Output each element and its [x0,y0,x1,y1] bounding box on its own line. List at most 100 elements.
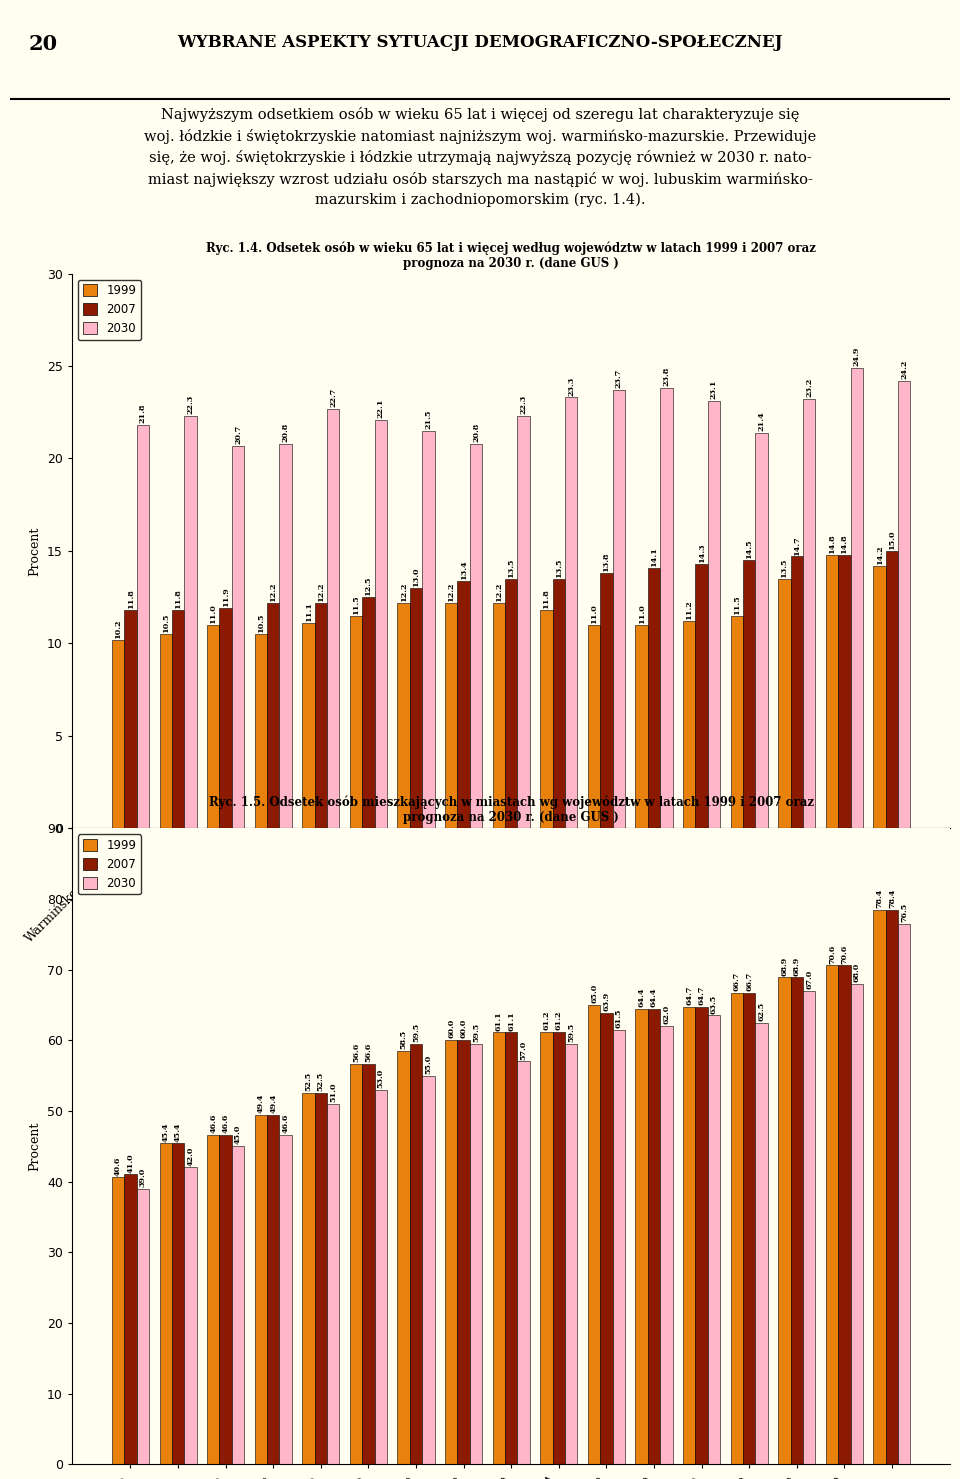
Text: 11.0: 11.0 [590,603,598,623]
Text: 39.0: 39.0 [139,1167,147,1186]
Bar [826,966,838,1464]
Bar [302,623,315,828]
Text: 53.0: 53.0 [377,1069,385,1089]
Text: 11.2: 11.2 [685,599,693,620]
Text: 62.0: 62.0 [662,1006,670,1025]
Bar [315,603,327,828]
Bar [540,611,553,828]
Bar [422,1075,435,1464]
Text: 45.0: 45.0 [234,1126,242,1145]
Bar [899,380,910,828]
Text: 59.5: 59.5 [472,1023,480,1043]
Text: 63.9: 63.9 [602,991,611,1012]
Bar [874,566,886,828]
Bar [600,574,612,828]
Text: 23.7: 23.7 [614,368,623,387]
Text: 12.2: 12.2 [447,581,455,600]
Bar [517,416,530,828]
Text: Najwyższym odsetkiem osób w wieku 65 lat i więcej od szeregu lat charakteryzuje : Najwyższym odsetkiem osób w wieku 65 lat… [144,106,816,207]
Bar [636,1009,648,1464]
Text: 49.4: 49.4 [257,1094,265,1114]
Bar [397,603,410,828]
Bar [612,1029,625,1464]
Bar [327,1103,340,1464]
Bar [124,1174,136,1464]
Text: 68.0: 68.0 [852,963,861,982]
Bar [254,634,267,828]
Text: 58.5: 58.5 [399,1029,408,1049]
Text: 22.3: 22.3 [519,395,528,414]
Bar [731,615,743,828]
Text: 11.0: 11.0 [209,603,217,623]
Text: 63.5: 63.5 [710,994,718,1013]
Bar [254,1115,267,1464]
Bar [362,1065,374,1464]
Bar [553,1032,565,1464]
Bar [422,430,435,828]
Text: 61.2: 61.2 [542,1010,550,1029]
Bar [886,910,899,1464]
Text: 56.6: 56.6 [352,1043,360,1062]
Bar [708,1016,720,1464]
Text: 60.0: 60.0 [460,1019,468,1038]
Bar [505,578,517,828]
Text: 66.7: 66.7 [745,972,754,991]
Text: 52.5: 52.5 [304,1072,312,1092]
Text: 14.3: 14.3 [698,543,706,562]
Bar [565,398,577,828]
Bar [803,991,815,1464]
Text: 61.1: 61.1 [507,1012,516,1031]
Bar [743,992,756,1464]
Text: 64.4: 64.4 [650,988,658,1007]
Text: 10.5: 10.5 [257,612,265,633]
Bar [517,1062,530,1464]
Bar [302,1093,315,1464]
Text: 59.5: 59.5 [412,1023,420,1043]
Bar [636,626,648,828]
Text: 46.6: 46.6 [222,1114,229,1133]
Bar [743,561,756,828]
Bar [492,1032,505,1464]
Bar [112,640,124,828]
Text: 67.0: 67.0 [805,970,813,989]
Bar [220,608,232,828]
Y-axis label: Procent: Procent [29,1121,41,1171]
Title: Ryc. 1.4. Odsetek osób w wieku 65 lat i więcej według województw w latach 1999 i: Ryc. 1.4. Odsetek osób w wieku 65 lat i … [206,241,816,269]
Bar [232,445,244,828]
Bar [220,1134,232,1464]
Text: 23.1: 23.1 [710,380,718,399]
Text: 60.0: 60.0 [447,1019,455,1038]
Bar [588,626,600,828]
Text: 45.4: 45.4 [161,1123,170,1142]
Bar [695,1007,708,1464]
Text: 62.5: 62.5 [757,1001,765,1021]
Text: 76.5: 76.5 [900,902,908,921]
Bar [565,1044,577,1464]
Text: 70.6: 70.6 [828,944,836,963]
Text: 11.5: 11.5 [732,595,741,614]
Text: 49.4: 49.4 [269,1094,277,1114]
Bar [886,552,899,828]
Bar [112,1177,124,1464]
Bar [779,578,790,828]
Text: 42.0: 42.0 [186,1146,195,1165]
Bar [457,1040,469,1464]
Text: 23.8: 23.8 [662,367,670,386]
Bar [851,368,863,828]
Bar [469,1044,482,1464]
Bar [469,444,482,828]
Bar [790,556,803,828]
Bar [660,387,673,828]
Text: 11.8: 11.8 [174,589,182,608]
Text: 14.5: 14.5 [745,538,754,559]
Bar [374,1090,387,1464]
Text: 61.2: 61.2 [555,1010,563,1029]
Text: 20: 20 [29,34,58,55]
Bar [756,433,768,828]
Bar [779,978,790,1464]
Bar [660,1026,673,1464]
Text: 13.4: 13.4 [460,559,468,578]
Text: 12.2: 12.2 [399,581,408,600]
Bar [397,1052,410,1464]
Text: 61.1: 61.1 [494,1012,503,1031]
